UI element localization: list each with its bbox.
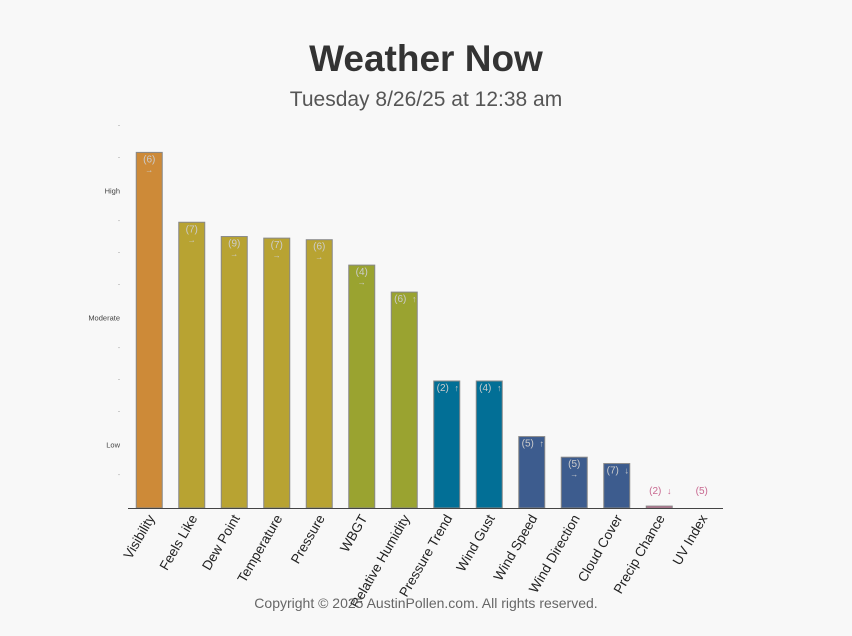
bar [135, 151, 163, 509]
y-tick-label: Low [106, 441, 120, 450]
x-tick-label: Visibility [121, 512, 158, 562]
bar [390, 291, 418, 509]
bars: (6)→(7)→ (9)→(7)→(6)→(4)→(6) ↑(2) ↑ (4) ↑(5) ↑… [135, 151, 708, 509]
bar-trend-arrow: ↑ [412, 294, 417, 304]
bar-data-label: (6) [394, 294, 406, 305]
page-subtitle: Tuesday 8/26/25 at 12:38 am [289, 88, 563, 111]
bar [518, 436, 546, 509]
bar-data-label: (7) [186, 224, 198, 235]
x-tick-label: Feels Like [157, 512, 201, 573]
bar [560, 456, 588, 509]
bar-data-label: (5) [568, 459, 580, 470]
x-tick-label: Pressure [288, 512, 328, 566]
y-minor-tick: - [118, 218, 120, 224]
y-axis: - - - - - - - - - Low Moderate High [88, 123, 120, 478]
bar-trend-arrow: → [273, 251, 281, 260]
bar [178, 221, 206, 509]
bar-data-label: (4) [479, 383, 491, 394]
bar-data-label: (5) [522, 439, 534, 450]
bar-data-label: (7) [607, 466, 619, 477]
bar-data-label: (6) [313, 242, 325, 253]
bar-trend-arrow: → [358, 278, 366, 287]
bar-data-label: (2) [649, 486, 661, 497]
x-tick-label: Wind Gust [453, 512, 498, 574]
x-tick-label: WBGT [337, 512, 370, 555]
x-tick-label: Dew Point [199, 512, 243, 573]
bar-data-label: (4) [356, 267, 368, 278]
bar-trend-arrow: → [188, 235, 196, 244]
bar-data-label: (6) [143, 154, 155, 165]
bar-data-label: (9) [228, 239, 240, 250]
bar-trend-arrow: ↑ [540, 439, 545, 449]
bar-trend-arrow: ↓ [667, 486, 672, 496]
bar-trend-arrow: → [145, 165, 153, 174]
bar [645, 505, 673, 509]
x-tick-label: Temperature [234, 512, 285, 585]
bar-trend-arrow: ↑ [455, 383, 460, 393]
bar [348, 264, 376, 509]
bar-trend-arrow: → [315, 253, 323, 262]
copyright-footer: Copyright © 2025 AustinPollen.com. All r… [254, 595, 598, 611]
bar-trend-arrow: → [230, 250, 238, 259]
y-minor-tick: - [118, 377, 120, 383]
bar-data-label: (2) [437, 383, 449, 394]
bar [305, 239, 333, 509]
bar [475, 380, 503, 509]
y-tick-label: High [105, 187, 120, 196]
y-minor-tick: - [118, 409, 120, 415]
page-title: Weather Now [309, 38, 543, 79]
bar [433, 380, 461, 509]
y-minor-tick: - [118, 345, 120, 351]
x-tick-label: UV Index [670, 512, 711, 568]
y-minor-tick: - [118, 472, 120, 478]
bar-trend-arrow: → [570, 470, 578, 479]
bar [263, 237, 291, 509]
bar-data-label: (5) [696, 486, 708, 497]
bar [220, 236, 248, 509]
y-minor-tick: - [118, 282, 120, 288]
bar-trend-arrow: ↑ [497, 383, 502, 393]
bar-trend-arrow: ↓ [625, 466, 630, 476]
y-tick-label: Moderate [88, 314, 120, 323]
x-tick-label: Cloud Cover [575, 512, 626, 585]
y-minor-tick: - [118, 123, 120, 129]
y-minor-tick: - [118, 250, 120, 256]
y-minor-tick: - [118, 155, 120, 161]
bar-data-label: (7) [271, 240, 283, 251]
x-tick-label: Wind Speed [491, 512, 541, 583]
